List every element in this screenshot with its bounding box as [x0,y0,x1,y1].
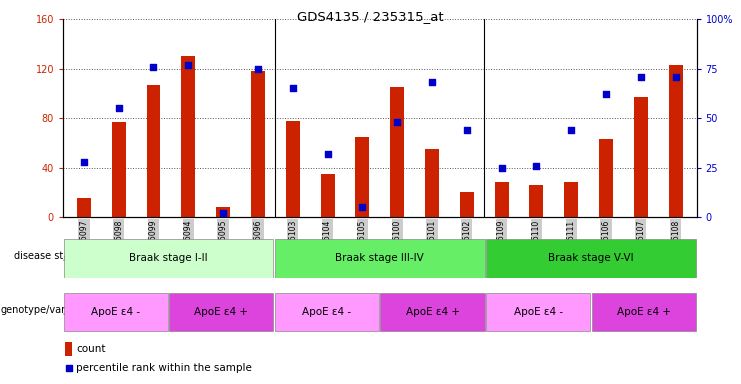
Point [565,127,577,133]
Text: ApoE ε4 -: ApoE ε4 - [302,307,351,317]
Bar [275,293,379,331]
Bar [391,87,404,217]
Text: ApoE ε4 -: ApoE ε4 - [91,307,140,317]
Bar [425,149,439,217]
Bar [591,293,696,331]
Point [670,73,682,79]
Point [496,164,508,170]
Bar [216,207,230,217]
Bar [112,122,126,217]
Point [113,105,124,111]
Bar [486,293,591,331]
Text: disease state: disease state [14,251,79,261]
Text: ApoE ε4 +: ApoE ε4 + [617,307,671,317]
Point [391,119,403,125]
Point [182,61,194,68]
Bar [495,182,508,217]
Point [78,159,90,165]
Bar [64,342,73,356]
Bar [182,56,196,217]
Text: Braak stage III-IV: Braak stage III-IV [336,253,424,263]
Point [147,64,159,70]
Text: Braak stage I-II: Braak stage I-II [129,253,208,263]
Point [600,91,612,98]
Bar [530,185,543,217]
Bar [77,199,91,217]
Text: genotype/variation: genotype/variation [1,305,93,315]
Point [461,127,473,133]
Bar [321,174,334,217]
Bar [668,65,682,217]
Point [426,79,438,86]
Bar [147,85,161,217]
Bar [64,239,273,278]
Text: GDS4135 / 235315_at: GDS4135 / 235315_at [297,10,444,23]
Point [252,66,264,72]
Point [217,210,229,216]
Point [282,248,294,255]
Text: ApoE ε4 -: ApoE ε4 - [514,307,562,317]
Bar [64,293,168,331]
Bar [286,121,299,217]
Bar [599,139,613,217]
Point [635,73,647,79]
Point [322,151,333,157]
Bar [564,182,578,217]
Bar [275,239,485,278]
Text: ApoE ε4 +: ApoE ε4 + [194,307,248,317]
Bar [460,192,473,217]
Point [356,204,368,210]
Text: count: count [76,344,106,354]
Bar [380,293,485,331]
Bar [634,97,648,217]
Bar [251,71,265,217]
Point [531,162,542,169]
Text: ApoE ε4 +: ApoE ε4 + [405,307,459,317]
Bar [169,293,273,331]
Bar [486,239,696,278]
Point [287,85,299,91]
Bar [356,137,369,217]
Text: Braak stage V-VI: Braak stage V-VI [548,253,634,263]
Text: percentile rank within the sample: percentile rank within the sample [76,363,252,373]
